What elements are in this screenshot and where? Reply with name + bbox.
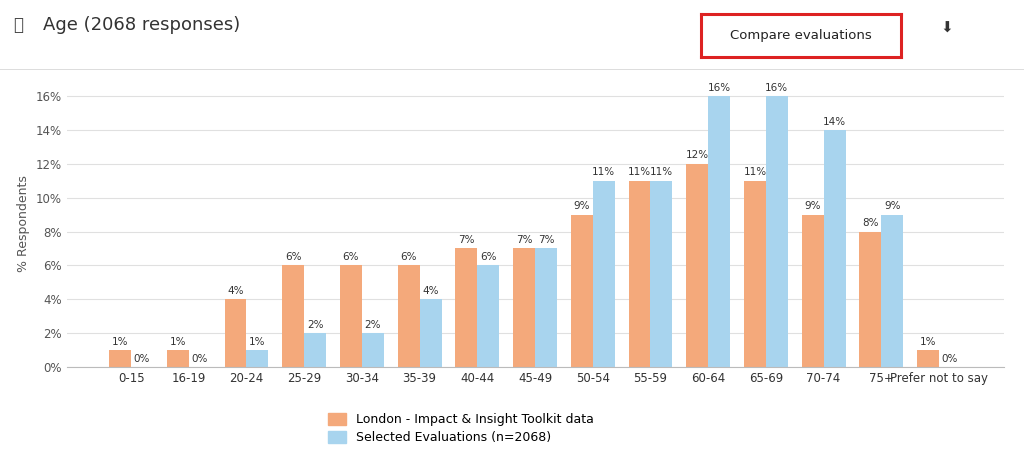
- Bar: [477, 265, 500, 367]
- Text: 4%: 4%: [227, 286, 244, 296]
- Text: 🚶: 🚶: [13, 16, 24, 34]
- Bar: [283, 265, 304, 367]
- Text: 7%: 7%: [538, 235, 554, 245]
- Bar: [420, 299, 441, 367]
- Text: 9%: 9%: [884, 201, 900, 211]
- Text: 16%: 16%: [708, 83, 731, 93]
- Text: 0%: 0%: [191, 353, 208, 364]
- Legend: London - Impact & Insight Toolkit data, Selected Evaluations (n=2068): London - Impact & Insight Toolkit data, …: [328, 413, 594, 444]
- Bar: [535, 249, 557, 367]
- Text: 1%: 1%: [112, 337, 128, 347]
- Text: Compare evaluations: Compare evaluations: [730, 29, 872, 42]
- Bar: [224, 299, 247, 367]
- Text: 11%: 11%: [628, 168, 651, 178]
- Y-axis label: % Respondents: % Respondents: [17, 175, 30, 271]
- Bar: [918, 350, 939, 367]
- Text: 11%: 11%: [592, 168, 615, 178]
- Bar: [570, 215, 593, 367]
- Text: 2%: 2%: [307, 320, 324, 330]
- Bar: [629, 181, 650, 367]
- Bar: [650, 181, 673, 367]
- Text: 6%: 6%: [480, 252, 497, 262]
- Bar: [167, 350, 188, 367]
- Text: 1%: 1%: [170, 337, 186, 347]
- Text: Age (2068 responses): Age (2068 responses): [43, 16, 241, 34]
- Bar: [744, 181, 766, 367]
- Text: 9%: 9%: [573, 201, 590, 211]
- Text: ⬇: ⬇: [941, 20, 953, 35]
- Bar: [859, 231, 882, 367]
- Bar: [686, 164, 709, 367]
- Bar: [456, 249, 477, 367]
- Text: 0%: 0%: [942, 353, 958, 364]
- Text: 0%: 0%: [134, 353, 151, 364]
- Text: 4%: 4%: [422, 286, 439, 296]
- Text: 8%: 8%: [862, 218, 879, 228]
- Text: 2%: 2%: [365, 320, 381, 330]
- Text: 1%: 1%: [249, 337, 265, 347]
- Text: 14%: 14%: [823, 117, 846, 127]
- Text: 16%: 16%: [765, 83, 788, 93]
- Text: 9%: 9%: [805, 201, 821, 211]
- Text: 6%: 6%: [285, 252, 301, 262]
- Bar: [397, 265, 420, 367]
- Text: 11%: 11%: [650, 168, 673, 178]
- Bar: [513, 249, 535, 367]
- Bar: [247, 350, 268, 367]
- Bar: [340, 265, 361, 367]
- Bar: [593, 181, 614, 367]
- Bar: [110, 350, 131, 367]
- Bar: [304, 333, 326, 367]
- Bar: [823, 130, 846, 367]
- Bar: [802, 215, 823, 367]
- Bar: [882, 215, 903, 367]
- Bar: [709, 96, 730, 367]
- Bar: [361, 333, 384, 367]
- Text: 6%: 6%: [343, 252, 359, 262]
- Text: 12%: 12%: [686, 150, 709, 160]
- Text: 6%: 6%: [400, 252, 417, 262]
- Text: 11%: 11%: [743, 168, 767, 178]
- Text: 7%: 7%: [458, 235, 474, 245]
- Text: 7%: 7%: [516, 235, 532, 245]
- Text: 1%: 1%: [920, 337, 936, 347]
- Bar: [766, 96, 787, 367]
